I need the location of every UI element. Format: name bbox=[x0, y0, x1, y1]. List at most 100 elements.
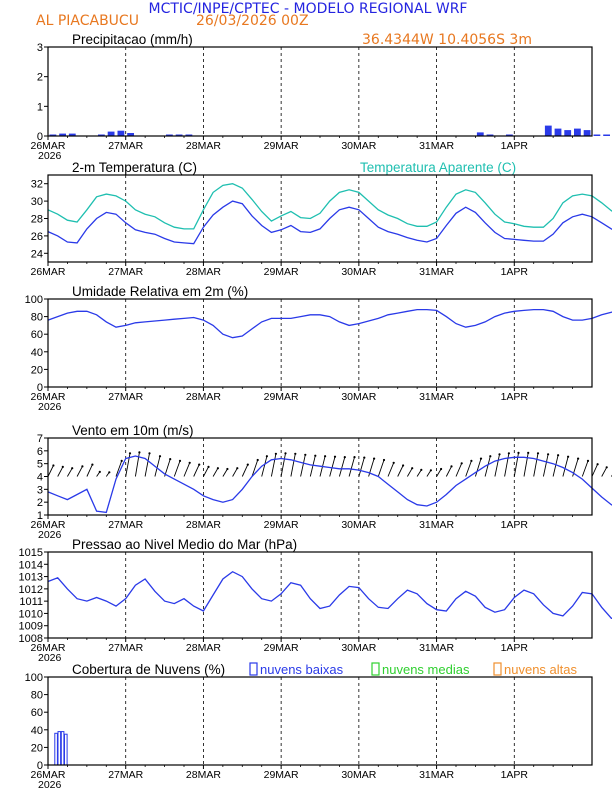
precip-bar bbox=[175, 134, 183, 136]
wind-vector-head bbox=[527, 451, 530, 454]
wind-vector-head bbox=[108, 471, 111, 474]
x-tick-label: 28MAR bbox=[186, 769, 221, 781]
precip-bar bbox=[603, 134, 610, 136]
wind-vector-head bbox=[489, 455, 492, 458]
wind-vector bbox=[280, 453, 286, 477]
x-tick-label: 28MAR bbox=[186, 266, 221, 278]
wind-vector-head bbox=[517, 451, 520, 454]
series-line-cyan bbox=[47, 183, 612, 230]
wind-vector-head bbox=[236, 467, 239, 470]
precip-bar bbox=[486, 134, 494, 136]
panel-clouds: 0 20 40 60 80 100 26MAR 27MAR 28MAR 29MAR 30MAR 31M… bbox=[25, 662, 593, 791]
y-tick-label: 80 bbox=[31, 690, 43, 702]
wind-vector bbox=[562, 456, 569, 477]
wind-vector bbox=[173, 460, 181, 477]
x-tick-label: 31MAR bbox=[419, 266, 454, 278]
cloud-bar-blue bbox=[54, 732, 58, 766]
x-tick-label: 30MAR bbox=[341, 769, 376, 781]
x-tick-label: 29MAR bbox=[264, 519, 299, 531]
wind-vector-head bbox=[411, 467, 414, 470]
legend-label: nuvens altas bbox=[504, 662, 577, 677]
wind-vector-head bbox=[256, 458, 259, 462]
precip-bar bbox=[166, 134, 173, 136]
y-tick-label: 2 bbox=[37, 72, 43, 84]
wind-vector-head bbox=[507, 452, 510, 455]
legend-label: nuvens medias bbox=[382, 662, 470, 677]
wind-vector bbox=[232, 467, 238, 477]
y-tick-label: 100 bbox=[25, 294, 43, 306]
wind-vector bbox=[377, 459, 385, 477]
y-tick-label: 0 bbox=[37, 760, 43, 772]
x-tick-label: 26MAR bbox=[30, 391, 65, 403]
run-time: 26/03/2026 00Z bbox=[196, 13, 309, 29]
wind-vector bbox=[76, 466, 83, 477]
x-tick-label: 29MAR bbox=[264, 391, 299, 403]
wind-vector bbox=[387, 462, 395, 477]
x-tick-label: 31MAR bbox=[419, 642, 454, 654]
legend-swatch-blue bbox=[249, 662, 258, 676]
wind-vector-head bbox=[536, 452, 540, 455]
wind-vector-head bbox=[343, 456, 346, 459]
header-title: MCTIC/INPE/CPTEC - MODELO REGIONAL WRF bbox=[149, 1, 468, 17]
wind-vector-head bbox=[382, 458, 386, 462]
y-tick-label: 26 bbox=[31, 231, 43, 243]
wind-vector bbox=[436, 468, 442, 477]
precip-bar bbox=[564, 130, 572, 136]
panel-rh: 0 20 40 60 80 100 26MAR 27MAR 28MAR 29MAR 30MAR 31M… bbox=[25, 284, 612, 413]
wind-vector-head bbox=[188, 461, 191, 464]
x-tick-label: 28MAR bbox=[186, 519, 221, 531]
panel-title: Cobertura de Nuvens (%) bbox=[72, 662, 225, 677]
wind-vector-head bbox=[605, 466, 608, 469]
wind-vector bbox=[407, 467, 413, 477]
wind-vector-head bbox=[547, 453, 550, 456]
x-tick-label: 29MAR bbox=[264, 140, 299, 152]
precip-bar bbox=[593, 134, 601, 136]
y-tick-label: 3 bbox=[37, 42, 43, 54]
wind-vector-head bbox=[557, 454, 560, 457]
wind-vector bbox=[144, 453, 150, 477]
wind-vector-head bbox=[246, 463, 249, 466]
x-tick-label: 30MAR bbox=[341, 519, 376, 531]
panel-title: 2-m Temperatura (C) bbox=[72, 160, 197, 175]
x-tick-label: 26MAR bbox=[30, 642, 65, 654]
y-tick-label: 28 bbox=[31, 214, 43, 226]
wind-vector-head bbox=[265, 455, 268, 458]
y-tick-label: 40 bbox=[31, 347, 43, 359]
wind-vector-head bbox=[440, 467, 443, 471]
x-tick-label: 30MAR bbox=[341, 266, 376, 278]
wind-vector-head bbox=[198, 463, 201, 466]
precip-bar bbox=[574, 128, 581, 136]
wind-vector bbox=[397, 465, 404, 477]
x-tick-label: 27MAR bbox=[108, 769, 143, 781]
x-tick-label: 31MAR bbox=[419, 519, 454, 531]
y-tick-label: 30 bbox=[31, 196, 43, 208]
wind-vector-head bbox=[402, 464, 405, 467]
y-tick-label: 7 bbox=[37, 433, 43, 445]
y-tick-label: 20 bbox=[31, 364, 43, 376]
wind-vector-head bbox=[284, 452, 287, 455]
y-tick-label: 0 bbox=[37, 131, 43, 143]
x-tick-label: 29MAR bbox=[264, 266, 299, 278]
wind-vector bbox=[338, 456, 346, 477]
panel-title-apparent: Temperatura Aparente (C) bbox=[360, 160, 516, 175]
x-tick-label: 28MAR bbox=[186, 391, 221, 403]
precip-bar bbox=[185, 134, 193, 136]
wind-vector bbox=[203, 466, 209, 477]
panel-title: Umidade Relativa em 2m (%) bbox=[72, 284, 248, 299]
x-tick-label: 26MAR bbox=[30, 769, 65, 781]
x-tick-label: 26MAR bbox=[30, 140, 65, 152]
wind-vector-head bbox=[373, 457, 376, 460]
cloud-bars bbox=[54, 731, 68, 766]
y-tick-label: 60 bbox=[31, 329, 43, 341]
x-tick-label: 1APR bbox=[501, 140, 529, 152]
x-tick-label: 1APR bbox=[501, 519, 529, 531]
y-tick-label: 1 bbox=[37, 101, 43, 113]
wind-vector-head bbox=[148, 452, 151, 455]
wind-vector-head bbox=[353, 456, 356, 459]
wind-vector-head bbox=[577, 457, 580, 460]
y-tick-label: 100 bbox=[25, 672, 43, 684]
wind-vector-head bbox=[98, 470, 101, 473]
wind-vector bbox=[67, 467, 73, 477]
wind-vector-head bbox=[450, 465, 453, 468]
